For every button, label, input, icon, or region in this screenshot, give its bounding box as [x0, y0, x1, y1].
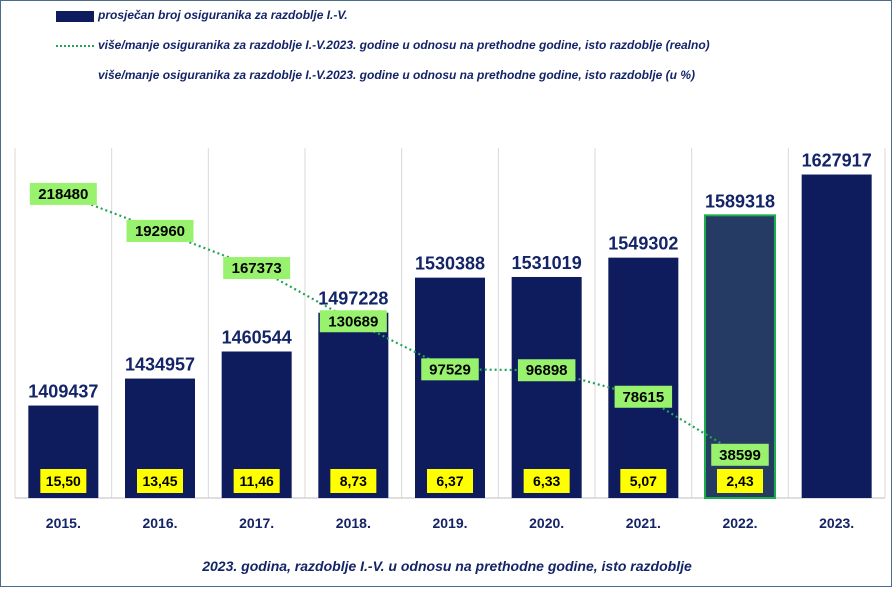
x-tick-label: 2015. — [46, 515, 81, 531]
bar-value-label: 1549302 — [608, 234, 678, 254]
line-label-box — [614, 385, 673, 408]
bar — [801, 174, 872, 498]
percent-label-box — [137, 469, 183, 493]
bar-value-label: 1460544 — [222, 328, 292, 348]
bar — [318, 312, 389, 498]
bar-value-label: 1530388 — [415, 254, 485, 274]
percent-label-box — [523, 469, 570, 493]
line-value-label: 97529 — [429, 361, 471, 378]
x-tick-label: 2017. — [239, 515, 274, 531]
label-layer: 1409437 2015. 1434957 2016. 1460544 2017. 1497… — [28, 151, 871, 531]
line-value-label: 96898 — [526, 362, 568, 379]
bar — [608, 257, 679, 498]
line-value-label: 130689 — [328, 313, 378, 330]
x-tick-label: 2019. — [432, 515, 467, 531]
percent-value-label: 6,37 — [436, 473, 463, 489]
percent-label-box — [40, 469, 87, 493]
line-label-box — [319, 310, 387, 333]
legend-label-percent: više/manje osiguranika za razdoblje I.-V… — [98, 68, 695, 82]
line-value-label: 167373 — [232, 260, 282, 277]
line-value-label: 218480 — [38, 186, 88, 203]
x-tick-label: 2020. — [529, 515, 564, 531]
bar-value-label: 1409437 — [28, 382, 98, 402]
percent-value-label: 13,45 — [142, 473, 177, 489]
bar-value-label: 1434957 — [125, 355, 195, 375]
percent-value-label: 2,43 — [726, 473, 753, 489]
legend-swatch-line — [56, 45, 94, 47]
percent-label-box — [233, 469, 280, 493]
percent-value-label: 11,46 — [240, 473, 274, 489]
x-tick-label: 2016. — [142, 515, 177, 531]
legend-label-bars: prosječan broj osiguranika za razdoblje … — [98, 8, 348, 22]
percent-value-label: 6,33 — [533, 473, 560, 489]
line-value-label: 38599 — [719, 447, 761, 464]
percent-label-box — [330, 469, 377, 493]
legend-label-line: više/manje osiguranika za razdoblje I.-V… — [98, 38, 710, 52]
bar-value-label: 1531019 — [512, 253, 582, 273]
bar — [511, 276, 582, 498]
line-value-label: 78615 — [622, 389, 664, 406]
line-label-box — [517, 359, 576, 382]
line-label-box — [29, 182, 97, 205]
line-value-label: 192960 — [135, 223, 185, 240]
percent-value-label: 8,73 — [340, 473, 367, 489]
percent-label-box — [427, 469, 473, 493]
x-tick-label: 2023. — [819, 515, 854, 531]
bar-value-label: 1497228 — [318, 289, 388, 309]
x-tick-label: 2022. — [722, 515, 757, 531]
percent-label-box — [717, 469, 763, 493]
line-label-box — [223, 257, 291, 280]
line-label-box — [126, 219, 194, 242]
legend-swatch-bar — [56, 11, 94, 22]
percent-value-label: 5,07 — [630, 473, 657, 489]
line-label-box — [711, 443, 769, 466]
percent-value-label: 15,50 — [46, 473, 81, 489]
x-tick-label: 2021. — [626, 515, 661, 531]
percent-label-box — [620, 469, 667, 493]
line-label-box — [421, 358, 479, 381]
chart-caption: 2023. godina, razdoblje I.-V. u odnosu n… — [202, 558, 692, 574]
bar-value-label: 1589318 — [705, 191, 775, 211]
x-tick-label: 2018. — [336, 515, 371, 531]
bar — [415, 277, 485, 498]
bar-value-label: 1627917 — [802, 151, 872, 171]
